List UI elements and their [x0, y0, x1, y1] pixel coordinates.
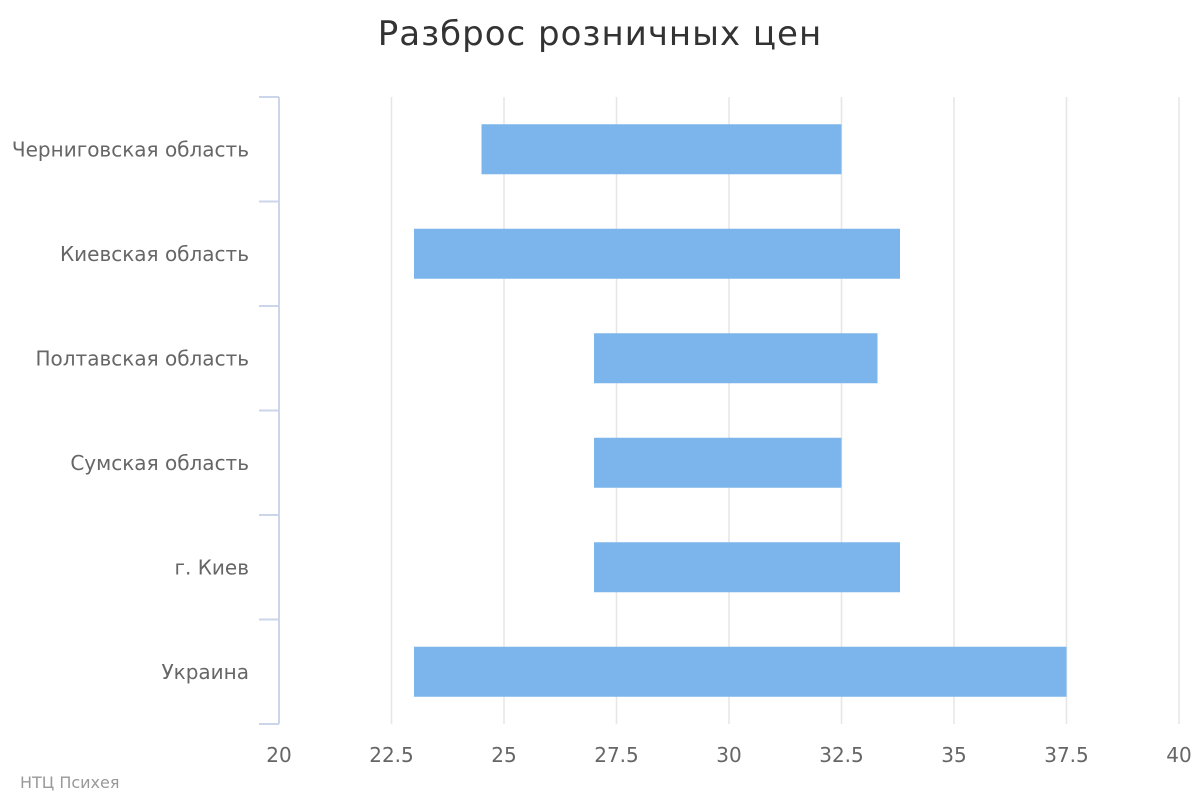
category-label: г. Киев [174, 555, 249, 579]
range-bar[interactable] [414, 228, 900, 279]
range-bar[interactable] [594, 437, 842, 488]
x-tick-label: 30 [716, 743, 741, 767]
category-label: Черниговская область [12, 137, 249, 161]
category-label: Киевская область [60, 242, 249, 266]
x-tick-label: 22.5 [369, 743, 414, 767]
x-tick-label: 32.5 [819, 743, 864, 767]
x-tick-label: 40 [1166, 743, 1191, 767]
x-tick-label: 27.5 [594, 743, 639, 767]
range-bar[interactable] [594, 542, 900, 593]
chart-title: Разброс розничных цен [377, 14, 823, 54]
credit-label: НТЦ Психея [20, 773, 120, 792]
range-bar[interactable] [414, 646, 1067, 697]
category-label: Полтавская область [35, 346, 249, 370]
x-tick-label: 20 [266, 743, 291, 767]
range-bar[interactable] [481, 124, 842, 175]
x-tick-label: 37.5 [1044, 743, 1089, 767]
category-label: Сумская область [70, 451, 249, 475]
range-bar[interactable] [594, 333, 878, 384]
x-tick-label: 25 [491, 743, 516, 767]
x-tick-label: 35 [941, 743, 966, 767]
category-label: Украина [161, 660, 249, 684]
